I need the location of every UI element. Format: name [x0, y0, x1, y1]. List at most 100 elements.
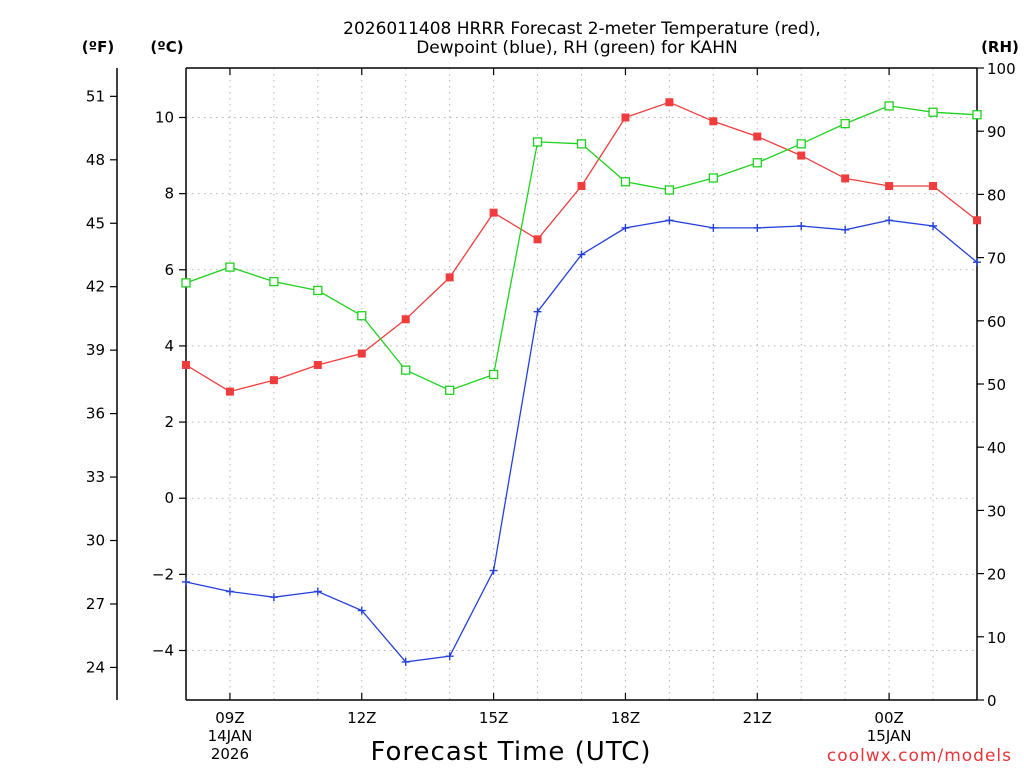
fahrenheit-tick-label: 48 — [86, 151, 105, 169]
fahrenheit-unit-label: (ºF) — [82, 38, 114, 56]
data-point-dewpoint — [313, 587, 322, 596]
data-point-dewpoint — [445, 652, 454, 661]
fahrenheit-tick-label: 42 — [86, 278, 105, 296]
fahrenheit-tick-label: 39 — [86, 341, 105, 359]
data-point-dewpoint — [885, 216, 894, 225]
fahrenheit-tick-label: 51 — [86, 87, 105, 105]
celsius-unit-label: (ºC) — [150, 38, 183, 56]
data-point-dewpoint — [797, 222, 806, 230]
data-point-dewpoint — [489, 566, 498, 575]
data-point-temperature — [489, 208, 498, 217]
axes-layer — [116, 67, 978, 701]
data-point-temperature — [577, 182, 586, 191]
data-point-dewpoint — [225, 587, 234, 596]
fahrenheit-tick-label: 33 — [86, 468, 105, 486]
x-tick-label: 2026 — [211, 745, 249, 763]
data-point-rh — [972, 110, 982, 120]
data-point-temperature — [445, 273, 454, 282]
data-point-dewpoint — [753, 223, 762, 232]
data-point-rh — [840, 118, 850, 129]
x-tick-label: 21Z — [743, 709, 772, 727]
data-point-dewpoint — [621, 223, 630, 232]
x-tick-label: 15JAN — [867, 727, 912, 745]
data-point-rh — [313, 285, 323, 296]
x-tick-label: 12Z — [347, 709, 376, 727]
data-point-temperature — [621, 113, 630, 122]
data-point-rh — [796, 139, 806, 149]
credit-text: coolwx.com/models — [827, 746, 1012, 766]
data-point-dewpoint — [841, 225, 850, 234]
x-tick-label: 15Z — [479, 709, 508, 727]
data-point-temperature — [269, 376, 278, 385]
x-axis-title: Forecast Time (UTC) — [370, 737, 651, 767]
data-point-rh — [357, 311, 367, 321]
data-point-rh — [445, 385, 455, 395]
celsius-tick-label: 10 — [155, 108, 174, 126]
chart-title-line1: 2026011408 HRRR Forecast 2-meter Tempera… — [343, 19, 821, 39]
rh-tick-label: 20 — [987, 566, 1006, 584]
series-layer — [181, 98, 982, 666]
rh-tick-label: 100 — [987, 60, 1016, 78]
data-point-dewpoint — [357, 606, 366, 615]
chart-title-line2: Dewpoint (blue), RH (green) for KAHN — [416, 38, 738, 58]
data-point-rh — [664, 185, 675, 195]
data-point-temperature — [225, 387, 234, 396]
data-point-rh — [884, 101, 894, 111]
rh-unit-label: (RH) — [981, 38, 1019, 56]
data-point-dewpoint — [973, 258, 981, 267]
data-point-dewpoint — [533, 307, 542, 316]
data-point-rh — [532, 137, 543, 147]
data-point-rh — [269, 276, 279, 287]
data-point-temperature — [665, 98, 674, 107]
data-point-dewpoint — [709, 223, 718, 232]
data-point-dewpoint — [929, 222, 938, 230]
data-point-rh — [181, 278, 191, 288]
grid-layer — [186, 68, 977, 700]
celsius-tick-label: −4 — [152, 642, 174, 660]
celsius-tick-label: 2 — [164, 413, 174, 431]
data-point-temperature — [357, 349, 366, 358]
data-point-temperature — [973, 216, 981, 225]
data-point-rh — [928, 107, 938, 117]
data-point-temperature — [797, 151, 806, 160]
rh-tick-label: 80 — [987, 186, 1006, 204]
celsius-tick-label: −2 — [152, 565, 174, 583]
rh-tick-label: 40 — [987, 439, 1006, 457]
fahrenheit-tick-label: 30 — [86, 532, 105, 550]
rh-tick-label: 30 — [987, 502, 1006, 520]
celsius-tick-label: 6 — [164, 261, 174, 279]
celsius-tick-label: 4 — [164, 337, 174, 355]
fahrenheit-tick-label: 36 — [86, 405, 105, 423]
data-point-rh — [752, 158, 762, 168]
data-point-rh — [576, 139, 587, 149]
data-point-temperature — [753, 132, 762, 141]
data-point-rh — [620, 177, 631, 187]
fahrenheit-tick-label: 27 — [86, 595, 105, 613]
rh-tick-label: 10 — [987, 629, 1006, 647]
x-tick-label: 14JAN — [208, 727, 253, 745]
data-point-dewpoint — [182, 577, 190, 586]
data-point-temperature — [533, 235, 542, 244]
data-point-temperature — [401, 315, 410, 324]
rh-tick-label: 70 — [987, 250, 1006, 268]
data-point-temperature — [841, 174, 850, 183]
ticks-layer: −4−2024681024273033363942454851010203040… — [86, 60, 1016, 763]
fahrenheit-tick-label: 24 — [86, 658, 105, 676]
data-point-rh — [225, 262, 235, 272]
celsius-tick-label: 8 — [164, 185, 174, 203]
data-point-temperature — [929, 182, 938, 191]
data-point-temperature — [709, 117, 718, 126]
x-tick-label: 00Z — [874, 709, 903, 727]
data-point-dewpoint — [401, 657, 410, 666]
data-point-rh — [401, 365, 411, 375]
rh-tick-label: 50 — [987, 376, 1006, 394]
x-tick-label: 18Z — [611, 709, 640, 727]
x-tick-label: 09Z — [215, 709, 244, 727]
data-point-dewpoint — [577, 250, 586, 259]
celsius-tick-label: 0 — [164, 489, 174, 507]
data-point-dewpoint — [269, 593, 278, 602]
rh-tick-label: 90 — [987, 123, 1006, 141]
data-point-temperature — [313, 360, 322, 369]
